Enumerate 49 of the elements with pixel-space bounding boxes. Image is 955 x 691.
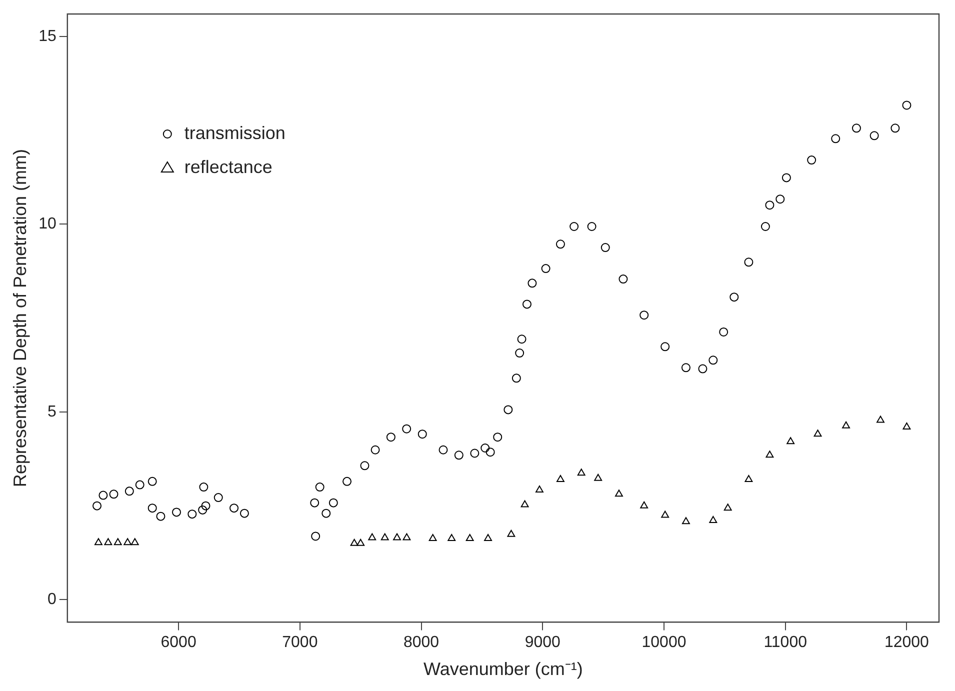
point: [507, 530, 516, 537]
x-tick-label: 9000: [524, 634, 561, 652]
point: [368, 533, 376, 540]
x-tick-label: 12000: [884, 634, 930, 652]
point: [766, 450, 774, 458]
point: [786, 437, 795, 444]
point: [428, 534, 437, 541]
legend-label: reflectance: [184, 156, 272, 177]
point: [536, 486, 544, 493]
point: [594, 474, 602, 481]
y-tick-label: 0: [47, 591, 56, 608]
point: [114, 538, 122, 546]
y-tick-label: 5: [47, 403, 56, 420]
point: [640, 501, 648, 508]
point: [709, 516, 718, 523]
point: [724, 504, 732, 511]
point: [393, 533, 401, 540]
x-tick-label: 11000: [764, 634, 808, 652]
point: [661, 510, 670, 518]
point: [902, 422, 911, 430]
point: [842, 421, 850, 428]
point: [448, 534, 456, 541]
point: [380, 533, 389, 540]
point: [876, 416, 884, 423]
point: [484, 534, 492, 541]
point: [556, 475, 564, 482]
point: [104, 538, 112, 546]
x-tick-label: 6000: [160, 634, 196, 652]
x-tick-label: 7000: [282, 634, 318, 652]
y-tick-label: 10: [38, 216, 56, 233]
point: [402, 533, 411, 540]
point: [615, 490, 623, 497]
x-tick-label: 10000: [642, 634, 686, 652]
x-tick-label: 8000: [403, 634, 440, 652]
point: [350, 538, 358, 546]
x-axis-title: Wavenumber (cm⁻¹): [424, 659, 583, 680]
point: [744, 475, 753, 482]
point: [356, 538, 365, 546]
point: [130, 538, 139, 546]
y-axis-title: Representative Depth of Penetration (mm): [10, 149, 30, 488]
point: [94, 538, 102, 546]
point: [814, 430, 822, 437]
point: [577, 468, 586, 476]
point: [124, 538, 132, 546]
point: [466, 534, 474, 541]
point: [520, 500, 529, 508]
y-tick-label: 15: [38, 28, 56, 45]
point: [682, 517, 690, 524]
legend-label: transmission: [184, 122, 286, 143]
